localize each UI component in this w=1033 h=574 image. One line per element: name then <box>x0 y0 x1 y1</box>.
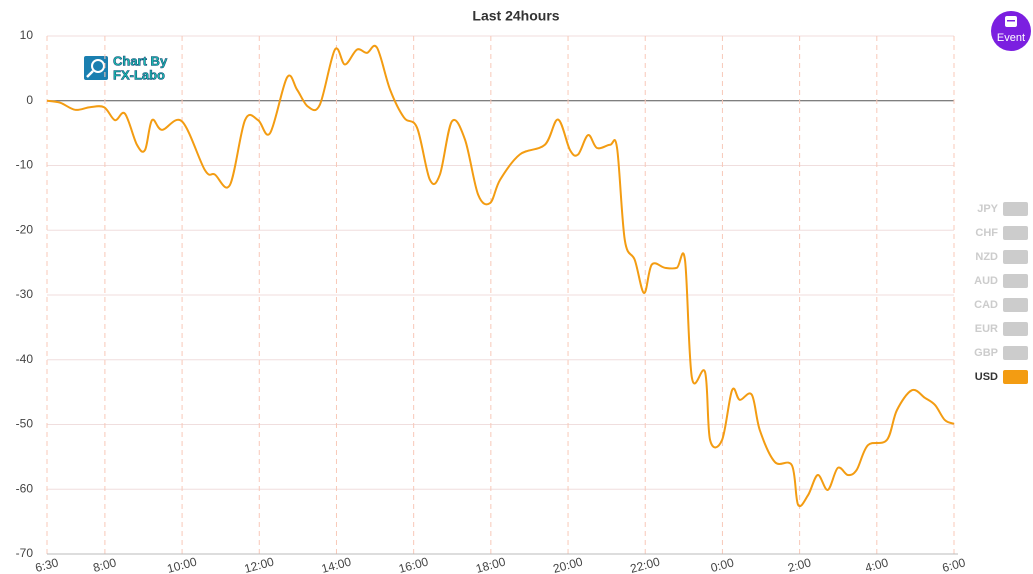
y-tick-label: 0 <box>26 93 33 107</box>
legend-label: JPY <box>977 203 998 215</box>
legend-item[interactable]: NZD <box>975 250 1028 264</box>
x-tick-label: 18:00 <box>474 554 507 574</box>
legend-label: AUD <box>974 275 998 287</box>
x-tick-label: 12:00 <box>243 554 276 574</box>
event-circle[interactable] <box>991 11 1031 51</box>
x-tick-label: 6:00 <box>941 555 967 574</box>
legend-swatch <box>1003 226 1028 240</box>
chart-title: Last 24hours <box>472 8 559 24</box>
legend-swatch <box>1003 298 1028 312</box>
legend-item[interactable]: CAD <box>974 298 1028 312</box>
y-tick-label: -30 <box>16 287 34 301</box>
legend-label: USD <box>975 371 998 383</box>
logo-text: FX-Labo <box>113 67 165 82</box>
legend-label: NZD <box>975 251 998 263</box>
x-tick-label: 14:00 <box>320 554 353 574</box>
logo-handle <box>86 70 94 78</box>
line-series <box>46 44 955 508</box>
legend-swatch <box>1003 346 1028 360</box>
legend-swatch <box>1003 250 1028 264</box>
legend-item[interactable]: AUD <box>974 274 1028 288</box>
legend-swatch <box>1003 370 1028 384</box>
event-button[interactable]: Event <box>991 11 1031 51</box>
legend-label: CHF <box>975 227 998 239</box>
legend-label: EUR <box>975 323 998 335</box>
legend-swatch <box>1003 202 1028 216</box>
y-tick-label: 10 <box>20 28 34 42</box>
legend-item[interactable]: EUR <box>975 322 1028 336</box>
x-tick-label: 2:00 <box>786 555 812 574</box>
y-tick-label: -50 <box>16 417 34 431</box>
logo-glass <box>91 59 105 73</box>
legend-label: CAD <box>974 299 998 311</box>
logo-text: Chart By <box>113 53 168 68</box>
x-tick-label: 20:00 <box>552 554 585 574</box>
y-tick-label: -70 <box>16 546 34 560</box>
x-tick-label: 0:00 <box>709 555 735 574</box>
y-tick-label: -10 <box>16 158 34 172</box>
legend-swatch <box>1003 274 1028 288</box>
legend-label: GBP <box>974 347 998 359</box>
legend-item[interactable]: GBP <box>974 346 1028 360</box>
x-tick-label: 10:00 <box>166 554 199 574</box>
y-tick-label: -40 <box>16 352 34 366</box>
legend-swatch <box>1003 322 1028 336</box>
legend-item[interactable]: USD <box>975 370 1028 384</box>
x-tick-label: 16:00 <box>397 554 430 574</box>
x-tick-label: 4:00 <box>864 555 890 574</box>
y-tick-label: -20 <box>16 222 34 236</box>
y-tick-label: -60 <box>16 481 34 495</box>
legend-item[interactable]: JPY <box>977 202 1028 216</box>
x-tick-label: 8:00 <box>92 555 118 574</box>
x-tick-label: 6:30 <box>34 555 60 574</box>
logo: Chart By FX-Labo <box>84 53 168 83</box>
x-tick-label: 22:00 <box>629 554 662 574</box>
legend-item[interactable]: CHF <box>975 226 1028 240</box>
event-icon-line <box>1007 20 1015 22</box>
event-label[interactable]: Event <box>997 32 1025 44</box>
